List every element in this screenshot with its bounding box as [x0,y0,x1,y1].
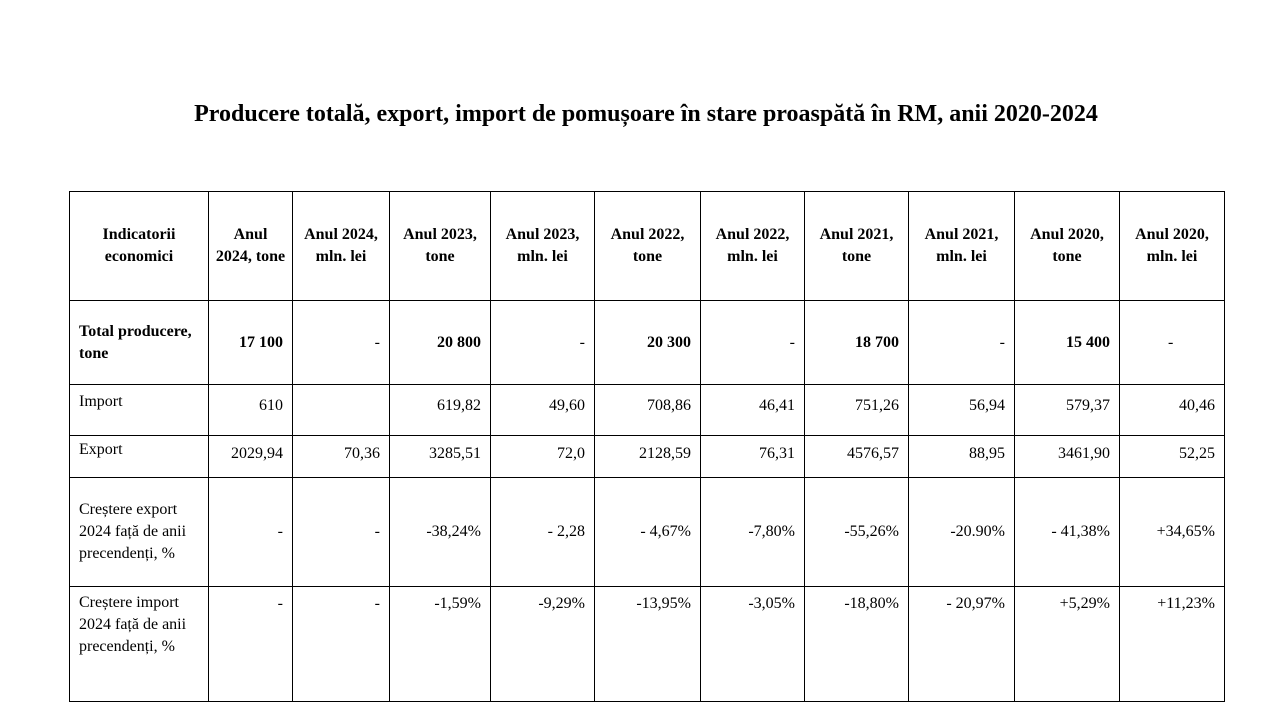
table-cell: 18 700 [804,300,909,385]
table-cell: 3285,51 [389,435,491,478]
table-cell: - [292,586,390,702]
table-row: Import 610 619,82 49,60 708,86 46,41 751… [69,384,1225,436]
table-cell: 4576,57 [804,435,909,478]
header-cell: Anul 2021, mln. lei [908,191,1015,301]
table-cell: - [292,477,390,587]
table-cell: 2029,94 [208,435,293,478]
table-cell: 20 300 [594,300,701,385]
data-table: Indicatorii economici Anul 2024, tone An… [69,191,1225,702]
page-title: Producere totală, export, import de pomu… [194,101,1098,127]
table-cell: +11,23% [1119,586,1225,702]
table-cell: -1,59% [389,586,491,702]
table-cell: -3,05% [700,586,805,702]
table-cell: -55,26% [804,477,909,587]
table-cell: - 2,28 [490,477,595,587]
table-cell: 72,0 [490,435,595,478]
table-cell: 751,26 [804,384,909,436]
header-cell: Anul 2022, mln. lei [700,191,805,301]
header-cell: Anul 2023, tone [389,191,491,301]
header-cell: Indicatorii economici [69,191,209,301]
table-cell: -9,29% [490,586,595,702]
table-cell: 619,82 [389,384,491,436]
table-cell: 46,41 [700,384,805,436]
table-cell: - 41,38% [1014,477,1120,587]
header-cell: Anul 2020, tone [1014,191,1120,301]
table-cell: - [1119,300,1225,385]
table-cell: 708,86 [594,384,701,436]
table-cell: -20.90% [908,477,1015,587]
header-row: Indicatorii economici Anul 2024, tone An… [69,191,1225,301]
row-label: Import [69,384,209,436]
table-cell: +5,29% [1014,586,1120,702]
row-label: Creștere export 2024 față de anii precen… [69,477,209,587]
row-label: Export [69,435,209,478]
row-label: Creștere import 2024 față de anii precen… [69,586,209,702]
header-cell: Anul 2022, tone [594,191,701,301]
table-cell: 2128,59 [594,435,701,478]
table-row: Total producere, tone 17 100 - 20 800 - … [69,300,1225,385]
table-cell: 20 800 [389,300,491,385]
header-cell: Anul 2020, mln. lei [1119,191,1225,301]
table-cell: - [908,300,1015,385]
table-cell: 40,46 [1119,384,1225,436]
header-cell: Anul 2024, mln. lei [292,191,390,301]
table-row: Export 2029,94 70,36 3285,51 72,0 2128,5… [69,435,1225,478]
table-cell: -7,80% [700,477,805,587]
header-cell: Anul 2024, tone [208,191,293,301]
table-cell: - [208,477,293,587]
table-cell: 49,60 [490,384,595,436]
table-cell: - [208,586,293,702]
table-cell: 579,37 [1014,384,1120,436]
table-cell: 15 400 [1014,300,1120,385]
table-cell: -38,24% [389,477,491,587]
table-cell: - 4,67% [594,477,701,587]
table-cell: - [292,300,390,385]
table-row: Creștere export 2024 față de anii precen… [69,477,1225,587]
table-cell: - [490,300,595,385]
table-cell: 76,31 [700,435,805,478]
header-cell: Anul 2023, mln. lei [490,191,595,301]
table-cell: 70,36 [292,435,390,478]
table-cell: +34,65% [1119,477,1225,587]
table-cell: 52,25 [1119,435,1225,478]
table-cell: 610 [208,384,293,436]
table-cell: 17 100 [208,300,293,385]
table-cell: 88,95 [908,435,1015,478]
table-cell: 56,94 [908,384,1015,436]
header-cell: Anul 2021, tone [804,191,909,301]
table-cell: -18,80% [804,586,909,702]
table-cell: - [700,300,805,385]
table-cell: 3461,90 [1014,435,1120,478]
row-label: Total producere, tone [69,300,209,385]
table-cell [292,384,390,436]
table-row: Creștere import 2024 față de anii precen… [69,586,1225,702]
table-cell: -13,95% [594,586,701,702]
table-cell: - 20,97% [908,586,1015,702]
